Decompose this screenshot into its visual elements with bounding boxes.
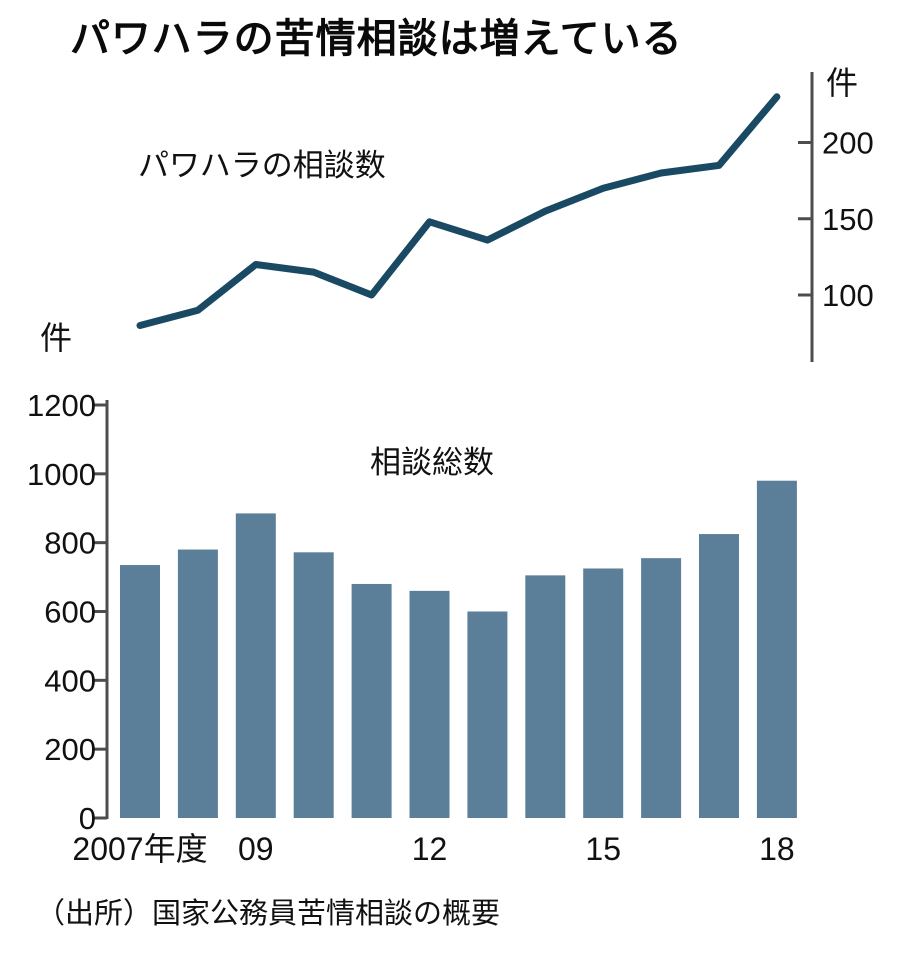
source-note: （出所）国家公務員苦情相談の概要: [36, 898, 501, 930]
line-chart-ytick-label: 100: [822, 278, 874, 313]
bar: [525, 575, 566, 818]
bar: [467, 611, 508, 818]
bar-chart-ytick-label: 800: [44, 526, 96, 561]
bar-chart-xtick-label: 18: [759, 831, 795, 867]
bar-chart-ytick-label: 0: [79, 801, 96, 836]
bar-chart-ytick-label: 200: [44, 732, 96, 767]
bar-chart-ytick-label: 400: [44, 663, 96, 698]
bar-chart-unit-label: 件: [40, 320, 73, 356]
bar: [177, 549, 218, 818]
bar: [583, 568, 624, 818]
bar: [293, 552, 334, 818]
line-chart-unit-label: 件: [826, 65, 859, 101]
bar-chart-ytick-label: 1200: [27, 388, 96, 423]
bar: [409, 590, 450, 818]
bar: [235, 513, 276, 818]
bar: [120, 565, 160, 818]
bar-chart-xtick-label: 12: [412, 831, 448, 867]
line-chart-ytick-label: 200: [822, 126, 874, 161]
bar: [641, 558, 682, 818]
line-series: [136, 93, 781, 329]
bar-chart-title: 相談総数: [370, 445, 494, 480]
bar-chart-xtick-label: 2007年度: [72, 831, 207, 867]
bar: [351, 583, 392, 818]
bar-chart-ytick-label: 1000: [27, 457, 96, 492]
bar: [699, 534, 739, 818]
bar-chart-xtick-label: 15: [585, 831, 621, 867]
bar: [756, 480, 797, 818]
bar-chart-xtick-label: 09: [238, 831, 274, 867]
bar-chart-ytick-label: 600: [44, 594, 96, 629]
line-chart-title: パワハラの相談数: [138, 148, 386, 183]
figure-title: パワハラの苦情相談は増えている: [70, 17, 683, 61]
line-chart-ytick-label: 150: [822, 202, 874, 237]
